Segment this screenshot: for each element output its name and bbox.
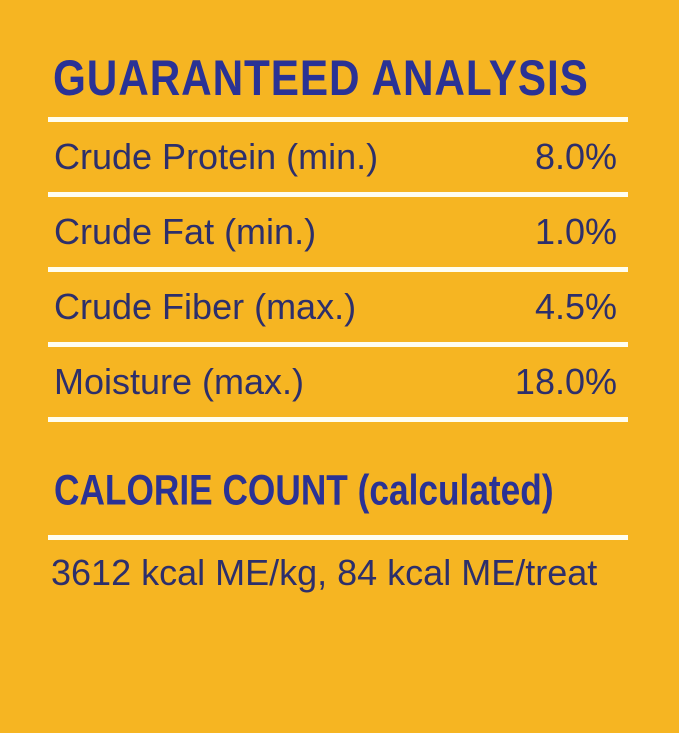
calorie-count-value: 3612 kcal ME/kg, 84 kcal ME/treat <box>51 552 598 593</box>
divider <box>48 417 628 422</box>
calorie-count-title: CALORIE COUNT (calculated) <box>54 466 554 514</box>
divider <box>48 535 628 540</box>
analysis-row-value: 8.0% <box>534 136 617 177</box>
analysis-row-label: Crude Protein (min.) <box>54 136 379 177</box>
guaranteed-analysis-title: GUARANTEED ANALYSIS <box>53 49 589 106</box>
analysis-row-crude-protein: Crude Protein (min.) 8.0% <box>48 122 628 192</box>
analysis-row-label: Crude Fat (min.) <box>54 211 317 252</box>
divider <box>48 342 628 347</box>
divider <box>48 267 628 272</box>
analysis-row-value: 1.0% <box>534 211 617 252</box>
nutrition-label: GUARANTEED ANALYSIS Crude Protein (min.)… <box>0 49 679 733</box>
analysis-row-label: Moisture (max.) <box>54 361 305 402</box>
analysis-row-moisture: Moisture (max.) 18.0% <box>48 347 628 417</box>
analysis-row-crude-fiber: Crude Fiber (max.) 4.5% <box>48 272 628 342</box>
calorie-count-title-suffix: (calculated) <box>347 466 554 514</box>
divider <box>48 117 628 122</box>
divider <box>48 192 628 197</box>
analysis-row-label: Crude Fiber (max.) <box>54 286 357 327</box>
analysis-row-crude-fat: Crude Fat (min.) 1.0% <box>48 197 628 267</box>
analysis-row-value: 4.5% <box>534 286 617 327</box>
calorie-count-title-main: CALORIE COUNT <box>54 466 348 514</box>
analysis-row-value: 18.0% <box>514 361 617 402</box>
